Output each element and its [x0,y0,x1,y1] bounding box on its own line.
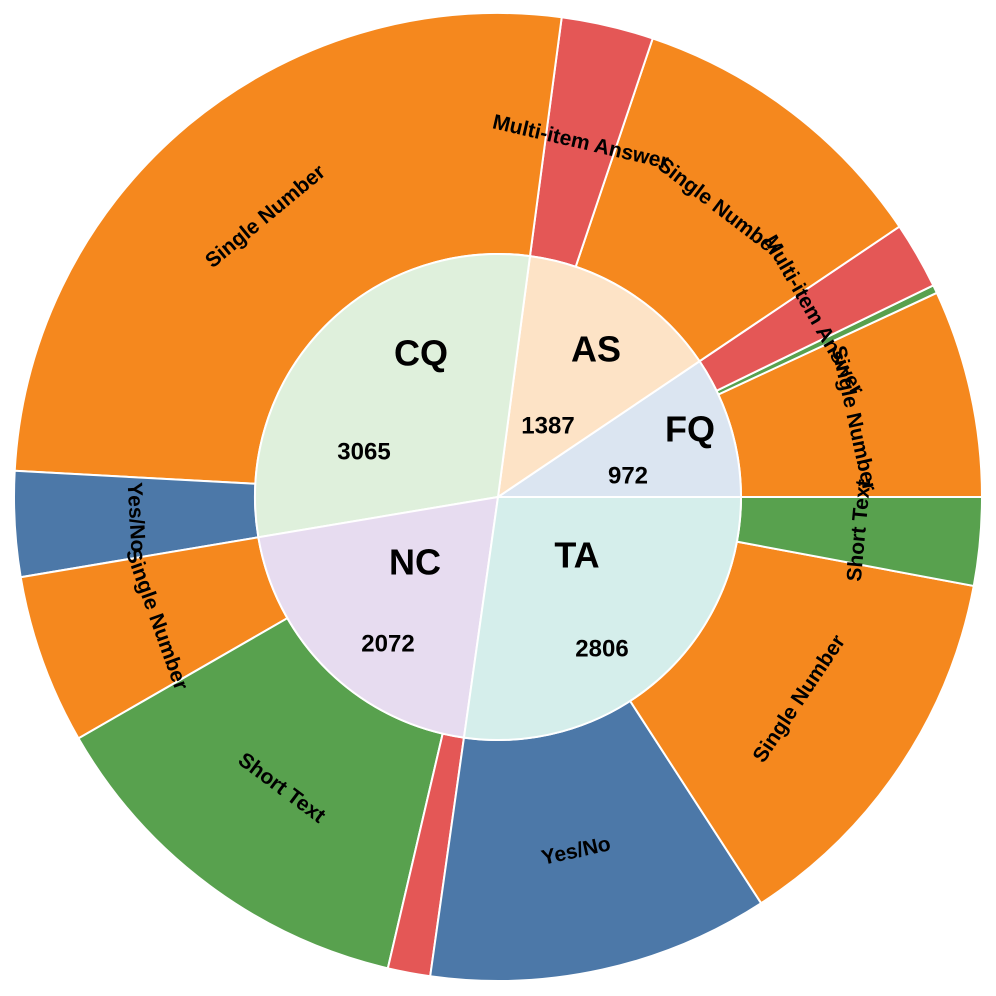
inner-label-fq: FQ [665,409,715,450]
inner-count-fq: 972 [608,462,648,489]
inner-label-ta: TA [554,535,599,576]
inner-label-cq: CQ [394,333,448,374]
inner-segment-as [496,254,701,500]
inner-label-nc: NC [389,542,441,583]
inner-ring [254,253,743,741]
inner-segment-cq [254,253,532,539]
inner-count-cq: 3065 [337,438,390,465]
outer-ring [13,12,984,982]
inner-segment-ta [462,496,743,741]
inner-count-as: 1387 [521,412,574,439]
inner-count-nc: 2072 [361,630,414,657]
inner-segment-nc [257,495,500,739]
inner-segment-fq [494,359,743,498]
outer-label-cq-yes-no: Yes/No [123,482,150,553]
inner-label-as: AS [571,329,621,370]
inner-count-ta: 2806 [575,635,628,662]
